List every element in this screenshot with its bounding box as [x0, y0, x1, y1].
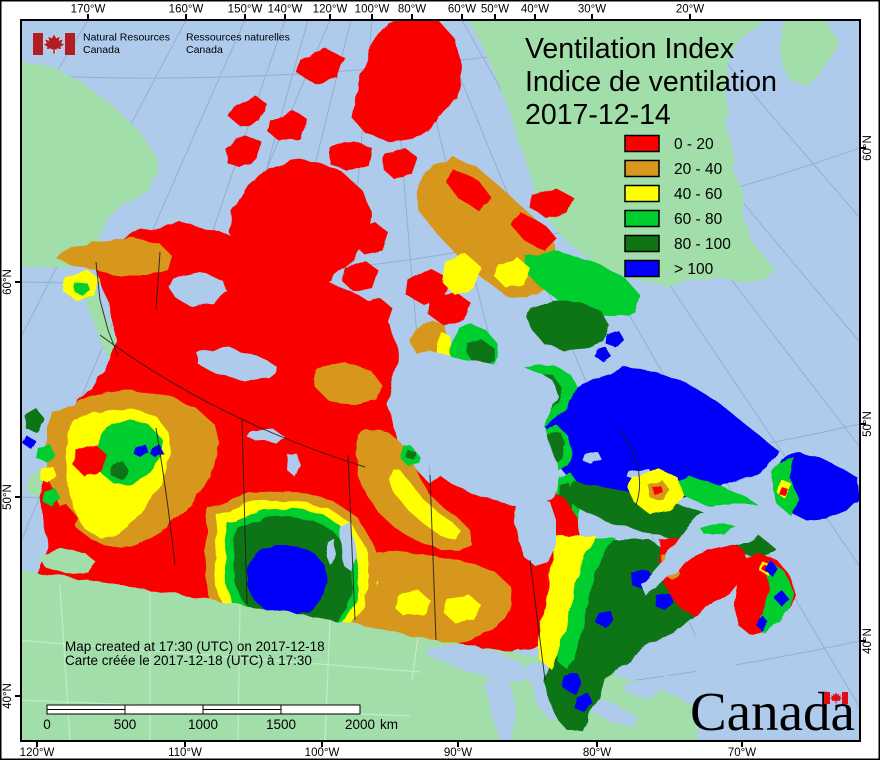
svg-text:40°W: 40°W: [521, 4, 549, 16]
svg-text:2017-12-14: 2017-12-14: [525, 99, 671, 131]
svg-text:50°N: 50°N: [862, 411, 874, 437]
svg-text:60°N: 60°N: [2, 269, 14, 295]
svg-text:0: 0: [43, 717, 51, 732]
svg-text:Map created at 17:30 (UTC) on: Map created at 17:30 (UTC) on 2017-12-18: [65, 639, 325, 654]
svg-text:Canada: Canada: [83, 44, 120, 56]
svg-text:60°W: 60°W: [448, 4, 476, 16]
svg-text:120°W: 120°W: [20, 747, 55, 759]
svg-text:> 100: > 100: [674, 261, 714, 278]
svg-text:50°N: 50°N: [2, 484, 14, 510]
svg-text:2000: 2000: [345, 717, 375, 732]
svg-text:60°N: 60°N: [862, 135, 874, 161]
svg-text:Ventilation Index: Ventilation Index: [525, 33, 734, 65]
svg-text:1000: 1000: [188, 717, 218, 732]
svg-text:80°W: 80°W: [398, 4, 426, 16]
svg-text:Canada: Canada: [186, 44, 223, 56]
svg-text:100°W: 100°W: [305, 747, 340, 759]
svg-text:30°W: 30°W: [578, 4, 606, 16]
svg-text:0 - 20: 0 - 20: [674, 136, 714, 153]
svg-text:80 - 100: 80 - 100: [674, 236, 731, 253]
svg-text:160°W: 160°W: [169, 4, 204, 16]
svg-text:50°W: 50°W: [481, 4, 509, 16]
svg-text:Carte créée le 2017-12-18 (UTC: Carte créée le 2017-12-18 (UTC) à 17:30: [65, 653, 312, 668]
svg-text:60 - 80: 60 - 80: [674, 211, 723, 228]
svg-text:150°W: 150°W: [228, 4, 263, 16]
svg-text:70°W: 70°W: [728, 747, 756, 759]
svg-text:40°N: 40°N: [2, 683, 14, 709]
svg-text:500: 500: [114, 717, 137, 732]
svg-text:Indice de ventilation: Indice de ventilation: [525, 66, 777, 98]
svg-text:100°W: 100°W: [355, 4, 390, 16]
svg-text:170°W: 170°W: [71, 4, 106, 16]
svg-text:Ressources naturelles: Ressources naturelles: [186, 32, 290, 44]
svg-text:90°W: 90°W: [444, 747, 472, 759]
svg-text:Canada: Canada: [690, 681, 855, 742]
svg-text:120°W: 120°W: [313, 4, 348, 16]
svg-text:110°W: 110°W: [168, 747, 202, 759]
svg-text:40 - 60: 40 - 60: [674, 186, 723, 203]
svg-text:km: km: [380, 717, 398, 732]
svg-text:20°W: 20°W: [676, 4, 704, 16]
svg-text:Natural Resources: Natural Resources: [83, 32, 170, 44]
svg-text:80°W: 80°W: [583, 747, 611, 759]
svg-text:20 - 40: 20 - 40: [674, 161, 723, 178]
svg-text:140°W: 140°W: [268, 4, 303, 16]
svg-text:40°N: 40°N: [862, 628, 874, 654]
svg-text:1500: 1500: [266, 717, 296, 732]
